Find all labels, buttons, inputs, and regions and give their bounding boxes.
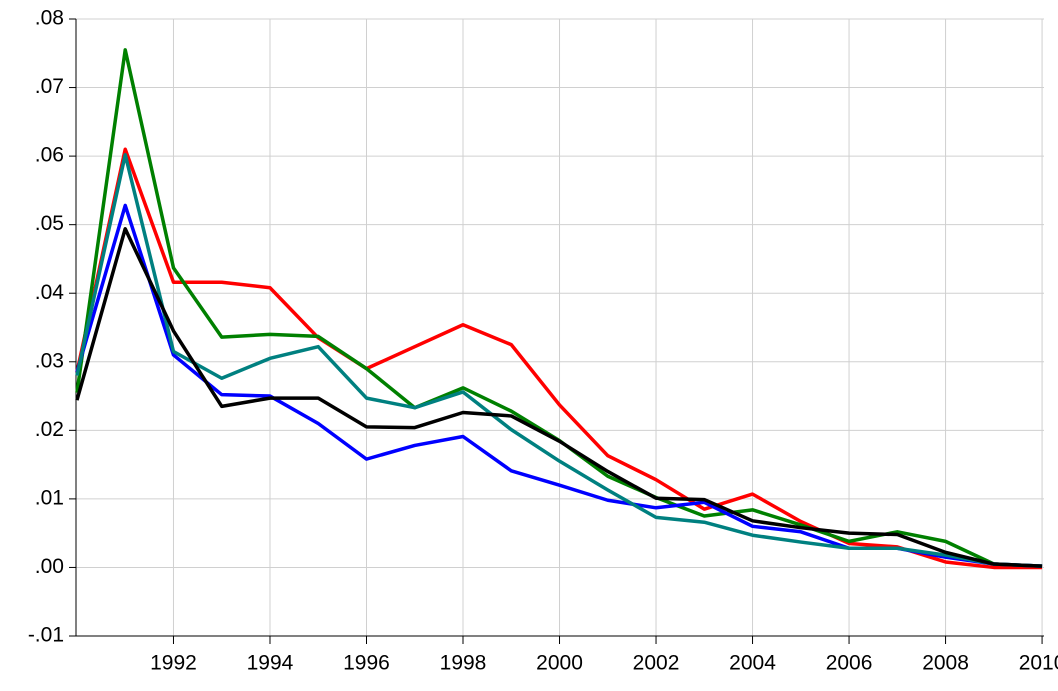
x-tick-label: 1994: [247, 652, 294, 675]
y-tick-label: .05: [35, 212, 64, 235]
x-tick-label: 2000: [536, 652, 583, 675]
x-tick-label: 2006: [826, 652, 873, 675]
y-tick-label: .07: [35, 75, 64, 98]
x-tick-label: 1996: [343, 652, 390, 675]
y-tick-label: .04: [35, 281, 65, 304]
x-tick-label: 2002: [633, 652, 680, 675]
x-tick-label: 1998: [440, 652, 487, 675]
x-tick-label: 2008: [922, 652, 969, 675]
y-tick-label: .02: [35, 418, 64, 441]
y-tick-label: .06: [35, 144, 64, 167]
series-line: [75, 147, 1043, 570]
y-tick-label: .03: [35, 349, 64, 372]
y-tick-label: -.01: [28, 624, 64, 647]
y-tick-label: .08: [35, 7, 64, 30]
y-tick-label: .01: [35, 486, 64, 509]
x-tick-label: 1992: [150, 652, 197, 675]
x-tick-label: 2004: [729, 652, 776, 675]
x-tick-label: 2010: [1019, 652, 1058, 675]
y-tick-label: .00: [35, 555, 64, 578]
series-line: [75, 227, 1043, 568]
series-line: [75, 152, 1043, 568]
